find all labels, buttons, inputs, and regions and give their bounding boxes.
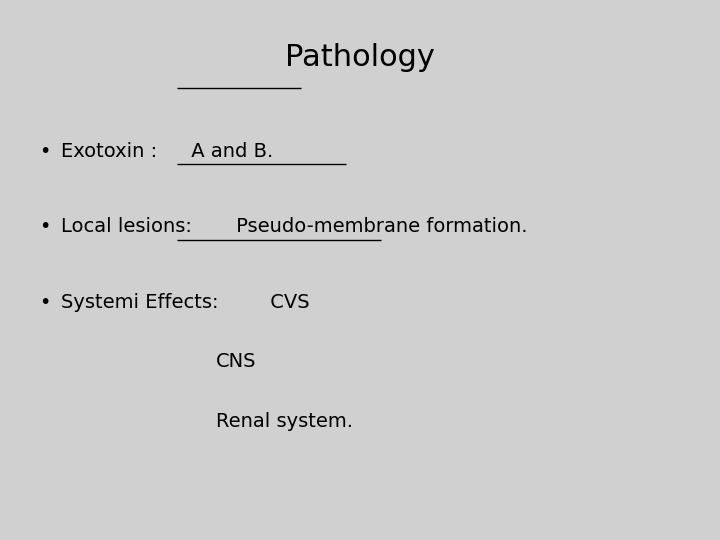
Text: •: • (40, 217, 51, 237)
Text: CVS: CVS (264, 293, 310, 312)
Text: A and B.: A and B. (185, 141, 274, 161)
Text: Local lesions:: Local lesions: (61, 217, 192, 237)
Text: Exotoxin :: Exotoxin : (61, 141, 158, 161)
Text: •: • (40, 293, 51, 312)
Text: •: • (40, 141, 51, 161)
Text: Systemi Effects:: Systemi Effects: (61, 293, 219, 312)
Text: Pathology: Pathology (285, 43, 435, 72)
Text: Pseudo-membrane formation.: Pseudo-membrane formation. (230, 217, 528, 237)
Text: CNS: CNS (216, 352, 256, 372)
Text: Renal system.: Renal system. (216, 411, 353, 431)
